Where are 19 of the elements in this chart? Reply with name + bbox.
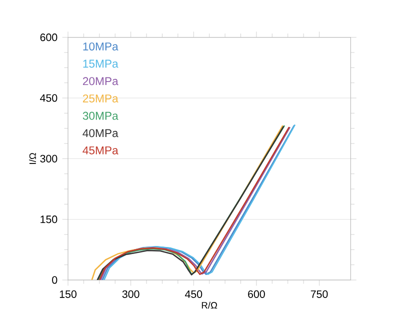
y-tick-label: 0 — [52, 276, 58, 284]
y-tick-label: 600 — [40, 34, 58, 42]
y-axis-title: I/Ω — [29, 152, 36, 164]
x-tick-label: 600 — [248, 290, 265, 298]
x-tick-label: 750 — [310, 290, 328, 298]
x-tick-label: 450 — [184, 290, 202, 298]
x-tick-label: 150 — [60, 290, 76, 298]
y-tick-label: 150 — [40, 216, 58, 224]
text: 10MPa — [83, 42, 118, 50]
y-tick-label: 300 — [40, 154, 58, 162]
text: 20MPa — [82, 77, 118, 86]
text: 40MPa — [82, 129, 118, 138]
text: 30MPa — [82, 112, 118, 120]
text: 15MPa — [83, 60, 118, 68]
y-tick-label: 450 — [40, 94, 58, 102]
x-tick-label: 300 — [122, 290, 140, 298]
x-axis-title: R/Ω — [202, 302, 218, 309]
text: 25MPa — [82, 94, 118, 102]
text: 45MPa — [82, 146, 118, 154]
